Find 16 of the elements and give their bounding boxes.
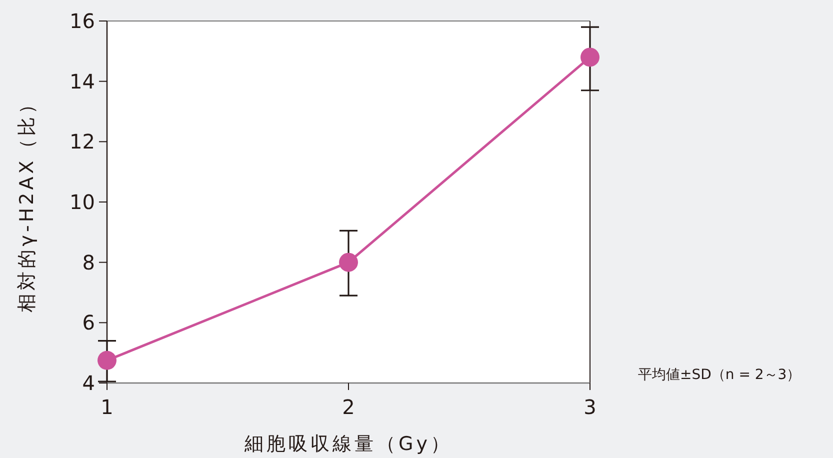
x-tick-label: 2 [342, 395, 355, 419]
y-tick-label: 8 [82, 250, 95, 274]
x-tick-label: 3 [584, 395, 596, 419]
point [339, 252, 358, 272]
x-axis-title: 細胞吸収線量（Gy） [244, 433, 452, 455]
y-tick-label: 10 [70, 190, 95, 214]
y-tick-label: 4 [82, 371, 95, 395]
point [98, 350, 116, 370]
y-tick-label: 6 [82, 310, 95, 335]
y-tick-label: 12 [70, 130, 95, 154]
point [580, 48, 600, 67]
y-tick-label: 16 [70, 9, 95, 33]
text: 平均値±SD（n = 2～3） [638, 367, 801, 383]
x-tick-label: 1 [100, 395, 114, 419]
y-tick-label: 14 [70, 69, 95, 94]
y-axis-title: 相対的γ-H2AX（比） [16, 92, 38, 312]
